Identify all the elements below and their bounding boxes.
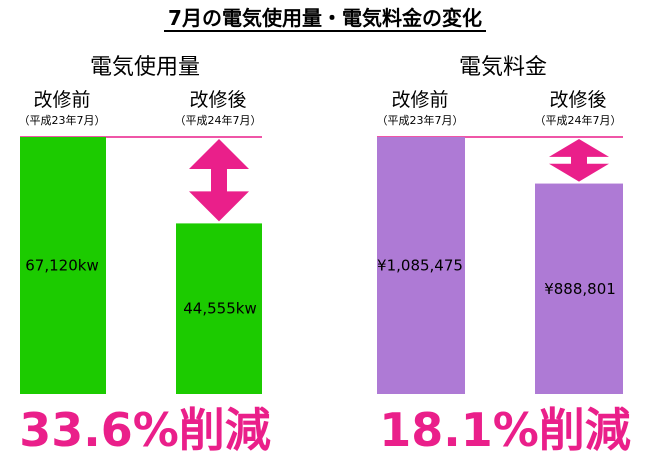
chart-title: 電気料金 [459,55,547,80]
reduction-label: 18.1%削減 [379,403,631,457]
category-subtitle: （平成24年7月） [175,113,262,127]
bar [535,183,623,394]
bar [377,137,465,394]
category-subtitle: （平成24年7月） [535,113,622,127]
reduction-label: 33.6%削減 [19,403,271,457]
reduction-arrow-icon [189,139,249,222]
bar-value-label: ¥888,801 [544,280,616,298]
bar [20,137,106,394]
reduction-arrow-icon [549,139,609,182]
category-label: 改修前 [33,89,90,111]
category-label: 改修後 [189,89,246,111]
page-title: 7月の電気使用量・電気料金の変化 [168,6,482,30]
title-underline [164,30,486,32]
category-subtitle: （平成23年7月） [19,113,106,127]
category-label: 改修後 [549,89,606,111]
bar-value-label: 67,120kw [25,257,98,275]
bar-value-label: ¥1,085,475 [377,257,463,275]
category-label: 改修前 [391,89,448,111]
bar-value-label: 44,555kw [183,300,256,318]
chart-title: 電気使用量 [90,55,200,80]
category-subtitle: （平成23年7月） [377,113,464,127]
bar [176,223,262,394]
